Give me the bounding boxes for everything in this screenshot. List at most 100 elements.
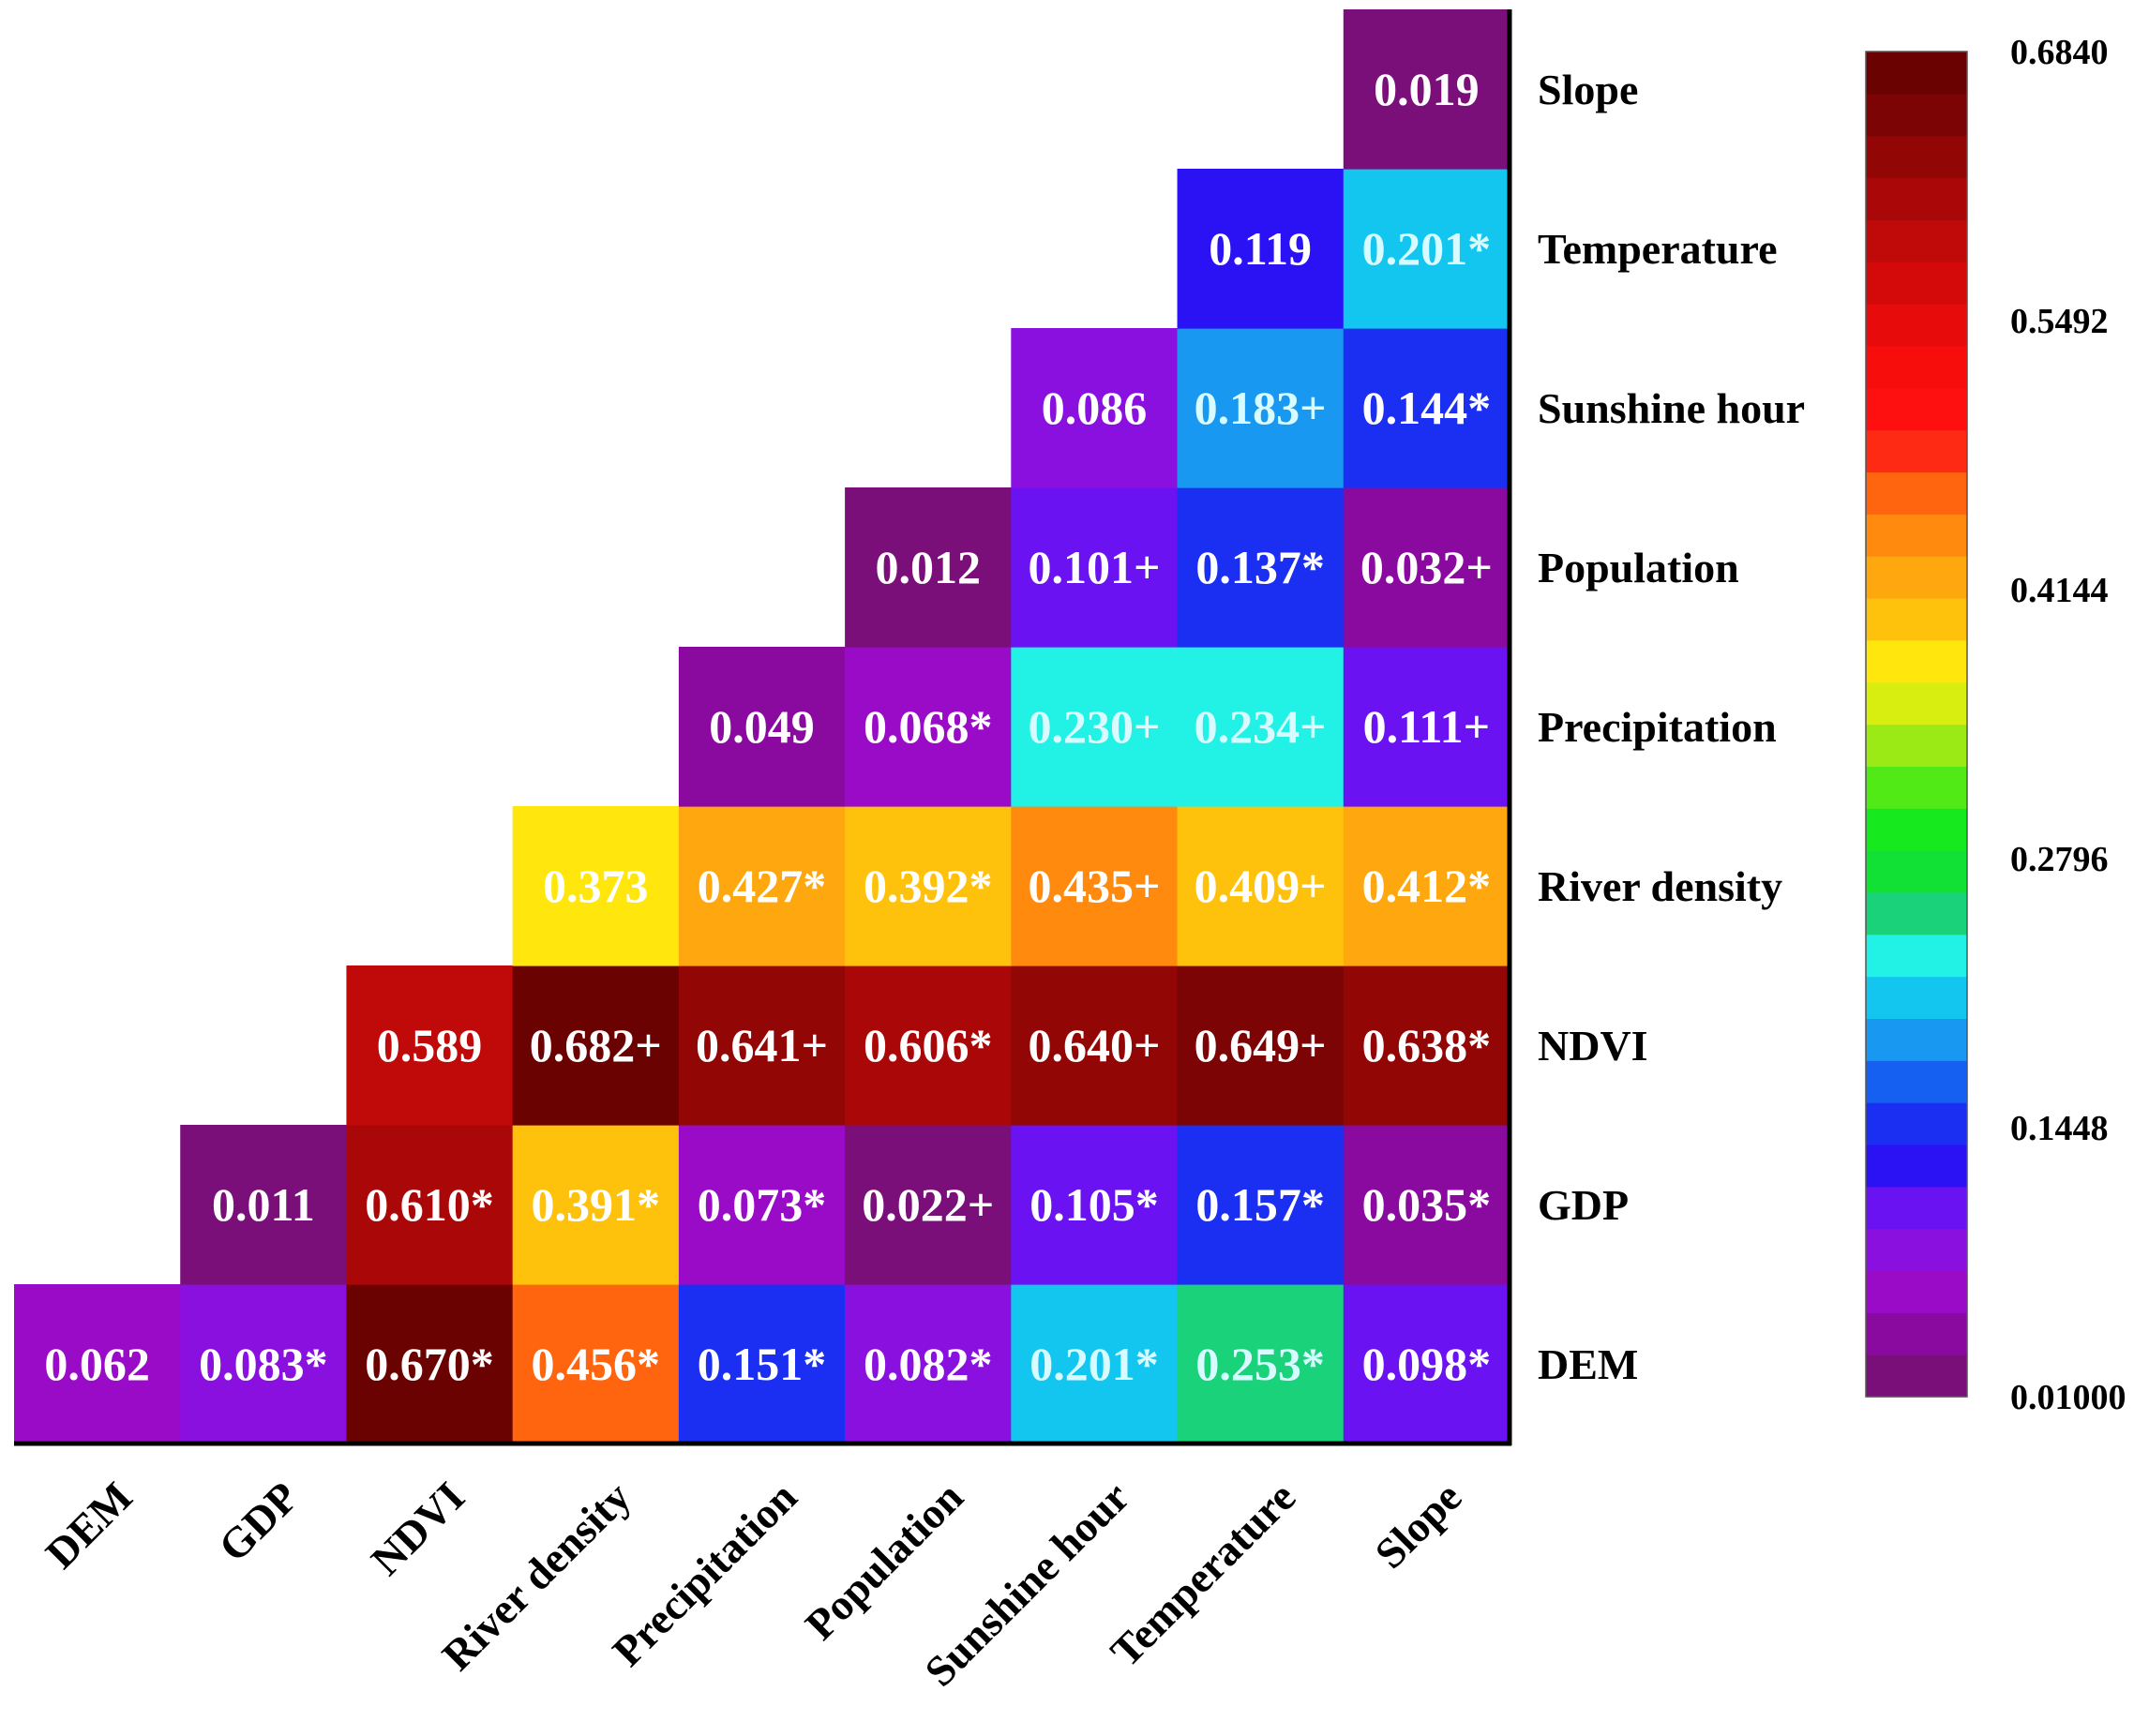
colorbar-segment bbox=[1866, 514, 1967, 557]
cell-value-label: 0.111+ bbox=[1363, 700, 1490, 753]
colorbar-segment bbox=[1866, 1144, 1967, 1188]
colorbar-segment bbox=[1866, 1312, 1967, 1355]
heatmap-cell-river-density-population bbox=[845, 806, 1012, 966]
cell-value-label: 0.253* bbox=[1195, 1338, 1325, 1390]
cell-value-label: 0.670* bbox=[365, 1338, 494, 1390]
colorbar-tick-label: 0.01000 bbox=[2010, 1378, 2126, 1417]
cell-value-label: 0.062 bbox=[44, 1338, 150, 1390]
cell-value-label: 0.086 bbox=[1042, 382, 1148, 434]
cell-value-label: 0.082* bbox=[864, 1338, 993, 1390]
heatmap-cell-population-slope bbox=[1343, 487, 1510, 648]
cell-value-label: 0.137* bbox=[1195, 541, 1325, 593]
colorbar-segment bbox=[1866, 304, 1967, 347]
colorbar-frame bbox=[1865, 51, 1968, 1398]
colorbar-tick-label: 0.5492 bbox=[2010, 302, 2109, 341]
heatmap-cell-dem-dem bbox=[14, 1284, 181, 1444]
heatmap-cell-precipitation-temperature bbox=[1177, 647, 1345, 807]
cell-value-label: 0.649+ bbox=[1195, 1019, 1327, 1071]
colorbar-segment bbox=[1866, 639, 1967, 683]
cell-value-label: 0.151* bbox=[698, 1338, 827, 1390]
heatmap-cell-precipitation-sunshine-hour bbox=[1011, 647, 1179, 807]
colorbar-segment bbox=[1866, 429, 1967, 473]
heatmap-cell-dem-precipitation bbox=[678, 1284, 846, 1444]
colorbar-tick-label: 0.4144 bbox=[2010, 571, 2109, 610]
heatmap-cell-dem-temperature bbox=[1177, 1284, 1345, 1444]
y-tick-label-river-density: River density bbox=[1538, 862, 1782, 910]
colorbar-segment bbox=[1866, 597, 1967, 641]
y-axis-labels: Slope Temperature Sunshine hour Population P… bbox=[1538, 66, 1805, 1388]
heatmap-cell-river-density-precipitation bbox=[678, 806, 846, 966]
heatmap-cell-river-density-slope bbox=[1343, 806, 1510, 966]
cell-value-label: 0.409+ bbox=[1195, 860, 1327, 912]
colorbar-segment bbox=[1866, 1018, 1967, 1061]
heatmap-cell-sunshine-hour-sunshine-hour bbox=[1011, 328, 1179, 488]
cell-value-label: 0.201* bbox=[1362, 222, 1492, 275]
y-tick-label-ndvi: NDVI bbox=[1538, 1022, 1648, 1070]
colorbar-tick-label: 0.2796 bbox=[2010, 840, 2109, 879]
heatmap-cell-ndvi-sunshine-hour bbox=[1011, 965, 1179, 1126]
cell-value-label: 0.183+ bbox=[1195, 382, 1327, 434]
cell-value-label: 0.157* bbox=[1195, 1178, 1325, 1231]
colorbar-segment bbox=[1866, 345, 1967, 389]
colorbar-segment bbox=[1866, 1354, 1967, 1398]
heatmap-cell-river-density-temperature bbox=[1177, 806, 1345, 966]
cell-value-label: 0.144* bbox=[1362, 382, 1492, 434]
heatmap-cell-gdp-precipitation bbox=[678, 1125, 846, 1285]
cell-value-label: 0.022+ bbox=[862, 1178, 994, 1231]
colorbar-segment bbox=[1866, 1186, 1967, 1230]
cell-value-label: 0.083* bbox=[199, 1338, 328, 1390]
cell-value-label: 0.456* bbox=[532, 1338, 661, 1390]
cell-value-label: 0.392* bbox=[864, 860, 993, 912]
heatmap-cell-gdp-river-density bbox=[512, 1125, 680, 1285]
cell-value-label: 0.201* bbox=[1029, 1338, 1159, 1390]
colorbar-segment bbox=[1866, 52, 1967, 95]
cell-value-label: 0.682+ bbox=[530, 1019, 662, 1071]
y-tick-label-temperature: Temperature bbox=[1538, 225, 1778, 273]
axes bbox=[14, 9, 1512, 1446]
heatmap-cell-gdp-slope bbox=[1343, 1125, 1510, 1285]
cell-value-label: 0.032+ bbox=[1360, 541, 1493, 593]
colorbar-segment bbox=[1866, 724, 1967, 767]
y-tick-label-sunshine-hour: Sunshine hour bbox=[1538, 384, 1805, 432]
cell-value-label: 0.019 bbox=[1374, 63, 1480, 115]
x-tick-label-population: Population bbox=[796, 1473, 972, 1649]
heatmap-cell-sunshine-hour-slope bbox=[1343, 328, 1510, 488]
heatmap-cell-precipitation-precipitation bbox=[678, 647, 846, 807]
cell-value-label: 0.641+ bbox=[696, 1019, 828, 1071]
cell-value-label: 0.098* bbox=[1362, 1338, 1492, 1390]
heatmap-cell-dem-gdp bbox=[180, 1284, 348, 1444]
colorbar-segment bbox=[1866, 976, 1967, 1019]
colorbar-segment bbox=[1866, 219, 1967, 262]
heatmap-cell-dem-river-density bbox=[512, 1284, 680, 1444]
heatmap-cell-ndvi-temperature bbox=[1177, 965, 1345, 1126]
colorbar-segment bbox=[1866, 93, 1967, 137]
heatmap-cell-temperature-slope bbox=[1343, 169, 1510, 329]
heatmap-cell-gdp-gdp bbox=[180, 1125, 348, 1285]
cell-value-label: 0.011 bbox=[212, 1178, 315, 1231]
heatmap-cell-gdp-sunshine-hour bbox=[1011, 1125, 1179, 1285]
y-tick-label-precipitation: Precipitation bbox=[1538, 703, 1777, 751]
cell-value-label: 0.610* bbox=[365, 1178, 494, 1231]
x-tick-label-ndvi: NDVI bbox=[362, 1473, 473, 1584]
colorbar-segment bbox=[1866, 1102, 1967, 1145]
colorbar-segment bbox=[1866, 1270, 1967, 1313]
colorbar-segment bbox=[1866, 681, 1967, 726]
heatmap-cell-dem-ndvi bbox=[346, 1284, 514, 1444]
colorbar-segment bbox=[1866, 556, 1967, 599]
cell-value-label: 0.230+ bbox=[1028, 700, 1160, 753]
cell-value-label: 0.073* bbox=[698, 1178, 827, 1231]
cell-value-label: 0.606* bbox=[864, 1019, 993, 1071]
cell-value-label: 0.101+ bbox=[1028, 541, 1160, 593]
colorbar-segment bbox=[1866, 808, 1967, 851]
heatmap-cell-dem-slope bbox=[1343, 1284, 1510, 1444]
y-tick-label-slope: Slope bbox=[1538, 66, 1638, 113]
heatmap-cell-ndvi-river-density bbox=[512, 965, 680, 1126]
colorbar-tick-label: 0.6840 bbox=[2010, 33, 2109, 72]
heatmap-cell-temperature-temperature bbox=[1177, 169, 1345, 329]
colorbar-segment bbox=[1866, 471, 1967, 515]
cell-value-label: 0.119 bbox=[1209, 222, 1312, 275]
heatmap-cells: 0.062 0.083* 0.670* 0.456* 0.151* 0.082* 0.201… bbox=[14, 9, 1510, 1444]
heatmap-cell-population-population bbox=[845, 487, 1012, 648]
cell-value-label: 0.638* bbox=[1362, 1019, 1492, 1071]
